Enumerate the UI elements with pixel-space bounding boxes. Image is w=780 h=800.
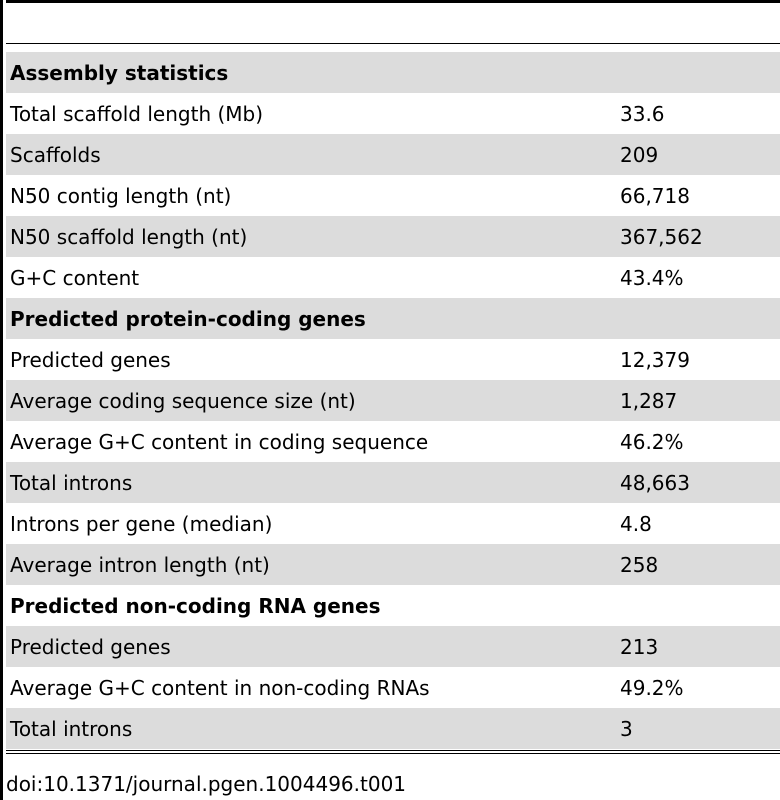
row-label: Total scaffold length (Mb) xyxy=(10,101,264,126)
table-row: N50 scaffold length (nt) 367,562 xyxy=(6,216,780,257)
table-row: G+C content 43.4% xyxy=(6,257,780,298)
row-value: 46.2% xyxy=(620,429,684,454)
header-rule xyxy=(6,43,780,44)
bottom-rule-upper xyxy=(6,750,780,751)
row-value: 43.4% xyxy=(620,265,684,290)
statistics-table: Assembly statistics Total scaffold lengt… xyxy=(6,52,780,749)
row-label: Average intron length (nt) xyxy=(10,552,270,577)
row-value: 49.2% xyxy=(620,675,684,700)
table-row: Total introns 3 xyxy=(6,708,780,749)
row-value: 1,287 xyxy=(620,388,678,413)
row-label: Average G+C content in non-coding RNAs xyxy=(10,675,430,700)
table-row: Predicted genes 213 xyxy=(6,626,780,667)
table-row: Scaffolds 209 xyxy=(6,134,780,175)
row-label: Assembly statistics xyxy=(10,60,229,85)
table-row: Average intron length (nt) 258 xyxy=(6,544,780,585)
section-header-row: Predicted non-coding RNA genes xyxy=(6,585,780,626)
section-header-row: Assembly statistics xyxy=(6,52,780,93)
table-row: Average G+C content in coding sequence 4… xyxy=(6,421,780,462)
row-label: Total introns xyxy=(10,470,133,495)
row-label: Predicted protein-coding genes xyxy=(10,306,366,331)
bottom-rule-lower xyxy=(6,753,780,754)
row-value: 33.6 xyxy=(620,101,665,126)
row-label: Average G+C content in coding sequence xyxy=(10,429,429,454)
table-row: Total scaffold length (Mb) 33.6 xyxy=(6,93,780,134)
row-value: 213 xyxy=(620,634,659,659)
table-row: N50 contig length (nt) 66,718 xyxy=(6,175,780,216)
row-label: N50 contig length (nt) xyxy=(10,183,232,208)
row-label: Predicted non-coding RNA genes xyxy=(10,593,381,618)
left-border-rule xyxy=(0,0,3,800)
top-border-rule xyxy=(6,0,780,3)
row-label: Predicted genes xyxy=(10,347,171,372)
table-row: Total introns 48,663 xyxy=(6,462,780,503)
row-value: 3 xyxy=(620,716,633,741)
table-row: Predicted genes 12,379 xyxy=(6,339,780,380)
row-label: Scaffolds xyxy=(10,142,101,167)
row-label: Total introns xyxy=(10,716,133,741)
row-value: 258 xyxy=(620,552,659,577)
row-value: 66,718 xyxy=(620,183,690,208)
section-header-row: Predicted protein-coding genes xyxy=(6,298,780,339)
row-label: G+C content xyxy=(10,265,140,290)
row-label: N50 scaffold length (nt) xyxy=(10,224,248,249)
table-row: Average coding sequence size (nt) 1,287 xyxy=(6,380,780,421)
row-label: Predicted genes xyxy=(10,634,171,659)
row-value: 4.8 xyxy=(620,511,652,536)
row-value: 209 xyxy=(620,142,659,167)
doi-caption: doi:10.1371/journal.pgen.1004496.t001 xyxy=(6,772,407,796)
row-label: Average coding sequence size (nt) xyxy=(10,388,356,413)
row-value: 12,379 xyxy=(620,347,690,372)
table-row: Average G+C content in non-coding RNAs 4… xyxy=(6,667,780,708)
row-value: 367,562 xyxy=(620,224,703,249)
table-row: Introns per gene (median) 4.8 xyxy=(6,503,780,544)
row-value: 48,663 xyxy=(620,470,690,495)
row-label: Introns per gene (median) xyxy=(10,511,273,536)
